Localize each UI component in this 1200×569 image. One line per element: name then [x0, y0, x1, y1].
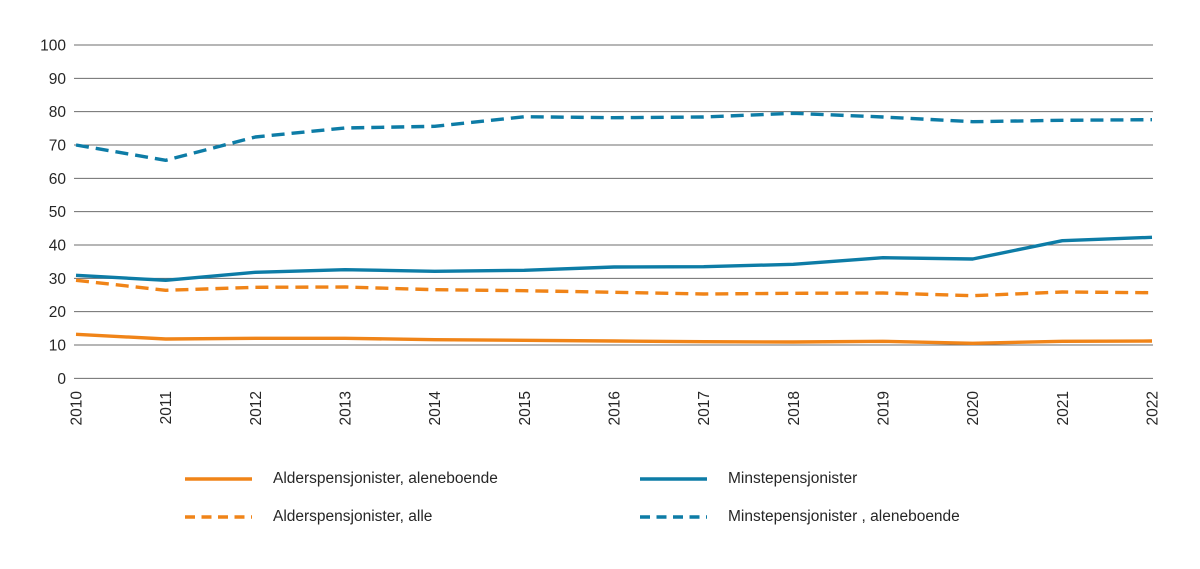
legend-item: Minstepensjonister , aleneboende [640, 506, 960, 528]
series-line-3-dashed [75, 111, 1153, 162]
x-axis-tick-label-2022: 2022 [1145, 391, 1162, 425]
legend-line-sample-solid [640, 477, 707, 481]
legend-label: Alderspensjonister, alle [273, 508, 433, 525]
x-axis-tick-label-2021: 2021 [1055, 391, 1072, 425]
legend-item: Minstepensjonister [640, 468, 960, 490]
legend-item: Alderspensjonister, aleneboende [185, 468, 498, 490]
legend-column-left: Alderspensjonister, aleneboende Alderspen… [185, 468, 498, 528]
y-axis-tick-label-40: 40 [49, 237, 67, 254]
x-axis-tick-label-2010: 2010 [69, 391, 86, 426]
x-axis-tick-label-2012: 2012 [248, 391, 265, 425]
series-line-2-solid [75, 235, 1153, 282]
x-axis-tick-label-2018: 2018 [786, 391, 803, 425]
line-chart-plot-area: 0 10 20 30 40 50 60 70 80 90 100 2010 2011 2012 2013 20… [40, 38, 1162, 426]
series-line-1-dashed [75, 278, 1153, 298]
x-axis-tick-label-2016: 2016 [607, 391, 624, 425]
series-line-0-solid [75, 332, 1153, 345]
y-axis-tick-label-50: 50 [49, 204, 67, 221]
x-axis-tick-label-2015: 2015 [517, 391, 534, 425]
legend-line-sample-dashed [640, 515, 707, 519]
x-axis-tick-label-2013: 2013 [338, 391, 355, 425]
legend-line-sample-solid [185, 477, 252, 481]
legend-column-right: Minstepensjonister Minstepensjonister , a… [640, 468, 960, 528]
x-axis-tick-label-2017: 2017 [696, 391, 713, 425]
x-axis-tick-label-2019: 2019 [876, 391, 893, 425]
x-axis-tick-label-2020: 2020 [965, 391, 982, 426]
y-axis-tick-label-70: 70 [49, 137, 67, 154]
y-axis-tick-label-30: 30 [49, 271, 67, 288]
x-axis-tick-label-2014: 2014 [427, 391, 444, 426]
x-axis-tick-label-2011: 2011 [158, 391, 175, 424]
y-axis-tick-label-80: 80 [49, 104, 67, 121]
legend-label: Minstepensjonister , aleneboende [728, 508, 960, 525]
legend: Alderspensjonister, aleneboende Alderspen… [0, 468, 1200, 558]
legend-label: Alderspensjonister, aleneboende [273, 470, 498, 487]
y-axis-tick-label-10: 10 [49, 337, 67, 354]
y-axis-tick-label-0: 0 [57, 371, 66, 388]
y-axis-tick-label-20: 20 [49, 304, 67, 321]
legend-label: Minstepensjonister [728, 470, 858, 487]
legend-line-sample-dashed [185, 515, 252, 519]
legend-item: Alderspensjonister, alle [185, 506, 498, 528]
y-axis-tick-label-90: 90 [49, 71, 67, 88]
y-axis-tick-label-60: 60 [49, 171, 67, 188]
y-axis-tick-label-100: 100 [40, 38, 66, 55]
